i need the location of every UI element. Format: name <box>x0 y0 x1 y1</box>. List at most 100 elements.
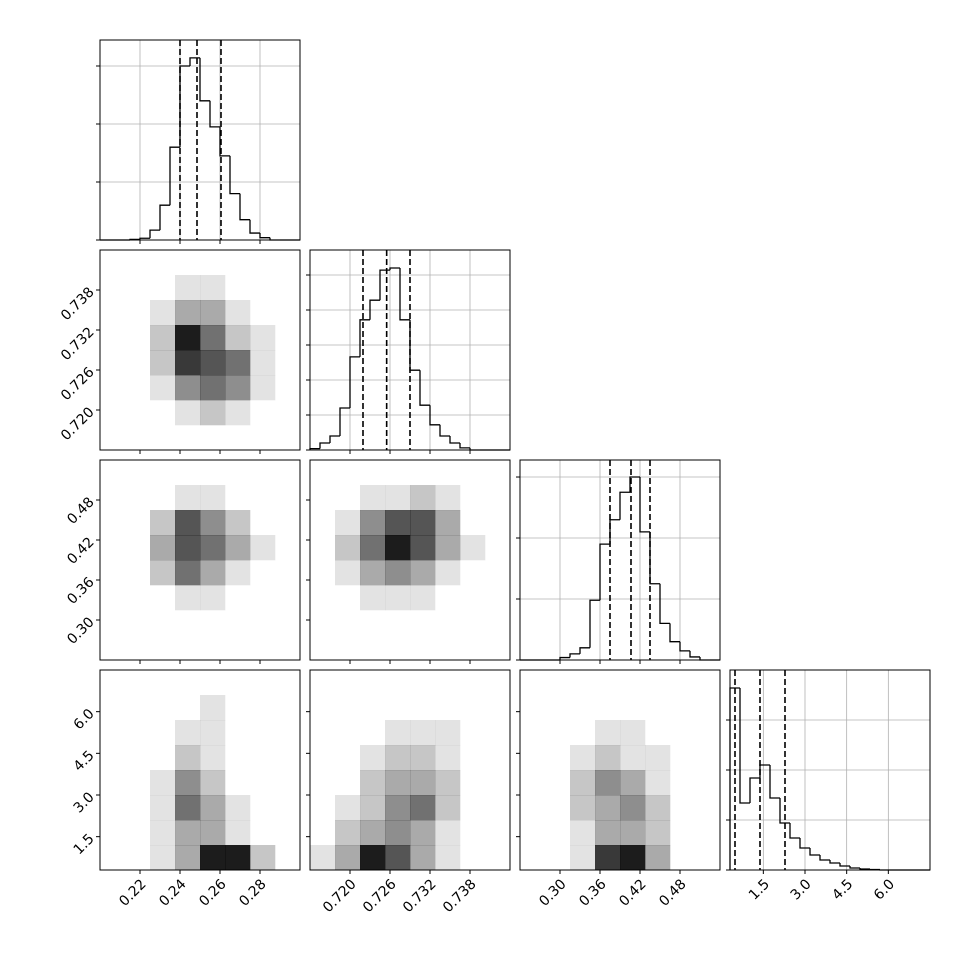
histogram-bin <box>559 656 570 660</box>
density-cell <box>410 845 436 871</box>
density-cell <box>460 820 485 845</box>
density-cell <box>435 635 460 660</box>
density-cell <box>225 695 250 720</box>
density-cell <box>545 745 570 770</box>
density-cell <box>435 535 461 561</box>
panel-frame <box>309 669 511 871</box>
density-cell <box>460 770 485 795</box>
density-cell <box>460 610 485 635</box>
histogram-bin <box>159 204 170 231</box>
density-cell <box>225 610 250 635</box>
density-cell <box>620 745 646 771</box>
density-cell <box>570 720 595 745</box>
density-cell <box>150 485 175 510</box>
histogram-bin <box>179 65 190 148</box>
density-cell <box>125 485 150 510</box>
x-tick-label: 0.720 <box>320 876 360 916</box>
density-cell <box>360 745 386 771</box>
density-cell <box>200 695 226 721</box>
density-cell <box>275 635 300 660</box>
density-cell <box>695 695 720 720</box>
density-cell <box>520 845 545 870</box>
density-cell <box>360 720 385 745</box>
density-cell <box>150 275 175 300</box>
density-cell <box>645 795 671 821</box>
histogram-bin <box>319 442 330 449</box>
density-cell <box>385 845 411 871</box>
density-cell <box>485 845 510 870</box>
density-cell <box>385 720 411 746</box>
density-cell <box>595 795 621 821</box>
density-cell <box>200 560 226 586</box>
density-cell <box>485 695 510 720</box>
density-cell <box>275 560 300 585</box>
density-cell <box>520 720 545 745</box>
density-cell <box>310 535 335 560</box>
density-cell <box>360 770 386 796</box>
density-cell <box>175 425 200 450</box>
density-cell <box>460 845 485 870</box>
density-cell <box>200 460 225 485</box>
density-cell <box>275 425 300 450</box>
x-tick-label: 0.30 <box>536 876 569 909</box>
density-cell <box>410 795 436 821</box>
density-cell <box>545 845 570 870</box>
density-cell <box>520 670 545 695</box>
density-cell <box>275 845 300 870</box>
density-cell <box>460 510 485 535</box>
density-cell <box>275 820 300 845</box>
density-cell <box>435 720 461 746</box>
density-cell <box>695 820 720 845</box>
density-cell <box>275 510 300 535</box>
histogram-bin <box>239 193 250 221</box>
density-cell <box>410 610 435 635</box>
density-cell <box>385 670 410 695</box>
histogram-bin <box>609 519 620 545</box>
density-cell <box>225 460 250 485</box>
density-cell <box>200 400 226 426</box>
density-cell <box>175 585 201 611</box>
histogram-bin <box>599 543 610 601</box>
histogram-bin <box>429 405 440 426</box>
histogram-bin <box>589 599 600 648</box>
density-cell <box>125 325 150 350</box>
density-cell <box>645 845 671 871</box>
density-cell <box>100 510 125 535</box>
density-cell <box>175 325 201 351</box>
density-cell <box>410 720 436 746</box>
density-cell <box>225 400 251 426</box>
density-cell <box>570 745 596 771</box>
density-cell <box>225 745 250 770</box>
y-tick-label: 0.738 <box>58 284 98 324</box>
density-cell <box>595 745 621 771</box>
histogram-bin <box>769 765 780 799</box>
density-cell <box>150 845 176 871</box>
histogram-bin <box>669 623 680 643</box>
histogram-bin <box>659 583 670 625</box>
density-cell <box>200 300 226 326</box>
density-cell <box>435 460 460 485</box>
histogram-bin <box>869 868 880 871</box>
density-cell <box>100 695 125 720</box>
density-cell <box>410 770 436 796</box>
density-cell <box>485 535 510 560</box>
histogram-bin <box>799 838 810 849</box>
density-cell <box>100 460 125 485</box>
y-tick-label: 4.5 <box>71 748 98 775</box>
density-cell <box>225 535 251 561</box>
density-cell <box>570 670 595 695</box>
density-cell <box>310 745 335 770</box>
histogram-bin <box>249 219 260 234</box>
density-cell <box>175 695 200 720</box>
density-cell <box>310 670 335 695</box>
density-cell <box>100 585 125 610</box>
density-cell <box>310 460 335 485</box>
density-cell <box>485 560 510 585</box>
density-cell <box>225 770 250 795</box>
histogram-bin <box>459 443 470 449</box>
density-cell <box>520 745 545 770</box>
density-cell <box>410 670 435 695</box>
density-cell <box>225 300 251 326</box>
density-cell <box>275 375 300 400</box>
density-cell <box>175 275 201 301</box>
